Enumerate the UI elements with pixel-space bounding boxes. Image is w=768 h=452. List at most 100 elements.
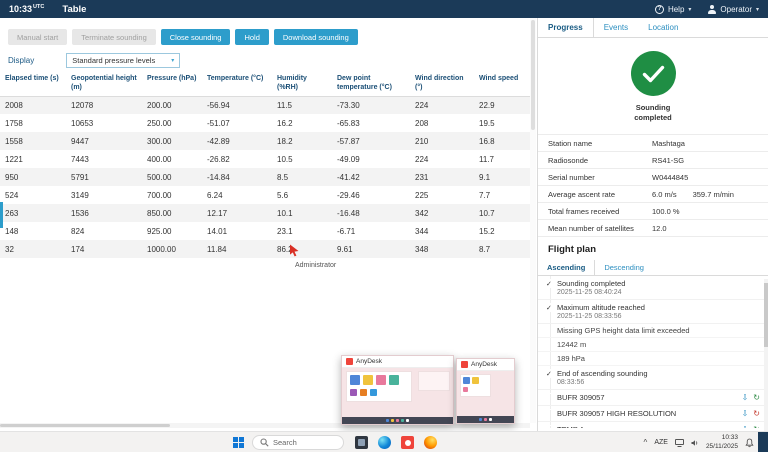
- toolbar-button-download-sounding[interactable]: Download sounding: [273, 29, 358, 45]
- table-row[interactable]: 148 824 925.00 14.01 23.1 -6.71 344 15.2: [0, 222, 530, 240]
- detail-value: 100.0 %: [652, 206, 680, 216]
- table-cell: 22.9: [479, 100, 495, 110]
- table-cell: -42.89: [207, 136, 230, 146]
- flight-plan-note: 12442 m: [538, 338, 768, 353]
- edge-icon[interactable]: [378, 436, 391, 449]
- table-cell: 225: [415, 190, 429, 200]
- table-cell: -41.42: [337, 172, 360, 182]
- table-cell: -57.87: [337, 136, 360, 146]
- anydesk-window[interactable]: AnyDesk: [341, 355, 454, 425]
- toolbar-button-close-sounding[interactable]: Close sounding: [160, 29, 231, 45]
- table-row[interactable]: 2008 12078 200.00 -56.94 11.5 -73.30 224 22.9: [0, 96, 530, 114]
- tray-expand-icon[interactable]: ^: [643, 438, 648, 447]
- network-icon[interactable]: [674, 438, 684, 447]
- table-cell: 1758: [5, 118, 23, 128]
- flight-plan-item: ✓ Maximum altitude reached 2025-11-25 08:3…: [538, 300, 768, 325]
- windows-start-button[interactable]: [233, 437, 244, 448]
- anydesk-window[interactable]: AnyDesk: [456, 358, 515, 424]
- help-label: Help: [667, 4, 685, 14]
- resend-status-icon[interactable]: ↻: [753, 426, 760, 429]
- table-cell: 300.00: [147, 136, 172, 146]
- anydesk-window-title: AnyDesk: [471, 361, 498, 368]
- table-cell: 208: [415, 118, 429, 128]
- table-cell: 16.8: [479, 136, 495, 146]
- table-row[interactable]: 263 1536 850.00 12.17 10.1 -16.48 342 10.7: [0, 204, 530, 222]
- notification-icon[interactable]: [745, 438, 754, 448]
- table-row[interactable]: 524 3149 700.00 6.24 5.6 -29.46 225 7.7: [0, 186, 530, 204]
- flight-tab-descending[interactable]: Descending: [604, 263, 644, 273]
- download-icon[interactable]: ⇩: [741, 393, 749, 403]
- table-cell: 950: [5, 172, 19, 182]
- panel-tabs: Progress Events Location: [538, 18, 768, 38]
- column-header: Wind speed: [479, 75, 519, 82]
- taskbar-search[interactable]: Search: [252, 435, 344, 450]
- table-cell: 7443: [71, 154, 89, 164]
- flight-tab-ascending[interactable]: Ascending: [538, 260, 596, 276]
- taskbar-clock[interactable]: 10:33 25/11/2025: [706, 434, 738, 451]
- search-placeholder: Search: [273, 438, 297, 447]
- anydesk-icon[interactable]: [401, 436, 414, 449]
- table-body: 2008 12078 200.00 -56.94 11.5 -73.30 224 22.9 17…: [0, 96, 530, 258]
- table-row[interactable]: 32 174 1000.00 11.84 86.2 9.61 348 8.7: [0, 240, 530, 258]
- display-select[interactable]: Standard pressure levels ▾: [66, 53, 181, 68]
- sounding-status: Sounding completed: [634, 103, 672, 123]
- toolbar-button-terminate-sounding: Terminate sounding: [72, 29, 156, 45]
- download-icon[interactable]: ⇩: [742, 426, 749, 429]
- anydesk-icon: [346, 358, 353, 365]
- column-header: Humidity (%RH): [277, 75, 307, 91]
- flight-item-title: BUFR 309057 HIGH RESOLUTION: [557, 409, 677, 419]
- detail-value: 6.0 m/s: [652, 189, 677, 199]
- tab-progress[interactable]: Progress: [538, 18, 594, 37]
- column-header: Pressure (hPa): [147, 75, 197, 82]
- detail-value: W0444845: [652, 172, 689, 182]
- search-icon: [260, 438, 269, 447]
- table-row[interactable]: 950 5791 500.00 -14.84 8.5 -41.42 231 9.1: [0, 168, 530, 186]
- horizontal-scrollbar[interactable]: [0, 423, 530, 428]
- table-cell: 263: [5, 208, 19, 218]
- flight-plan-title: Flight plan: [548, 244, 597, 256]
- scrollbar-thumb[interactable]: [0, 424, 170, 427]
- table-cell: 11.7: [479, 154, 494, 164]
- anydesk-titlebar[interactable]: AnyDesk: [342, 356, 453, 368]
- table-cell: 344: [415, 226, 429, 236]
- firefox-icon[interactable]: [424, 436, 437, 449]
- language-indicator[interactable]: AZE: [654, 439, 668, 446]
- help-menu[interactable]: ? Help ▾: [654, 4, 691, 14]
- table-cell: 15.2: [479, 226, 495, 236]
- taskbar-apps: [355, 436, 437, 449]
- scrollbar-thumb[interactable]: [531, 20, 535, 130]
- column-header: Elapsed time (s): [5, 75, 59, 82]
- table-row[interactable]: 1221 7443 400.00 -26.82 10.5 -49.09 224 11.7: [0, 150, 530, 168]
- resend-status-icon[interactable]: ↻: [753, 393, 760, 403]
- download-icon[interactable]: ⇩: [741, 409, 749, 419]
- flight-plan-tabs: Ascending Descending: [538, 260, 768, 277]
- resend-status-icon[interactable]: ↻: [753, 409, 760, 419]
- operator-menu[interactable]: Operator ▾: [707, 4, 759, 14]
- task-view-icon[interactable]: [355, 436, 368, 449]
- table-row[interactable]: 1758 10653 250.00 -51.07 16.2 -65.83 208 19.5: [0, 114, 530, 132]
- vertical-scrollbar[interactable]: [530, 18, 536, 423]
- anydesk-preview: [342, 368, 453, 424]
- tab-location[interactable]: Location: [648, 23, 679, 32]
- table-cell: 10653: [71, 118, 94, 128]
- table-cell: 925.00: [147, 226, 172, 236]
- volume-icon[interactable]: [691, 439, 699, 447]
- table-cell: 850.00: [147, 208, 172, 218]
- detail-value: 12.0: [652, 223, 667, 233]
- table-cell: 1000.00: [147, 244, 176, 254]
- table-cell: 250.00: [147, 118, 172, 128]
- tab-events[interactable]: Events: [603, 23, 629, 32]
- scrollbar-thumb[interactable]: [764, 283, 768, 347]
- detail-row: Mean number of satellites 12.0: [538, 219, 768, 236]
- toolbar-button-hold[interactable]: Hold: [235, 29, 269, 45]
- display-selected-value: Standard pressure levels: [72, 56, 156, 65]
- table-cell: 7.7: [479, 190, 491, 200]
- table-cell: -14.84: [207, 172, 230, 182]
- panel-scrollbar[interactable]: [764, 279, 768, 431]
- chevron-down-icon: ▾: [755, 6, 759, 13]
- table-cell: 224: [415, 154, 429, 164]
- table-row[interactable]: 1558 9447 300.00 -42.89 18.2 -57.87 210 16.8: [0, 132, 530, 150]
- anydesk-titlebar[interactable]: AnyDesk: [457, 359, 514, 371]
- flight-plan-item: BUFR 309057 ⇩ ↻: [538, 390, 768, 407]
